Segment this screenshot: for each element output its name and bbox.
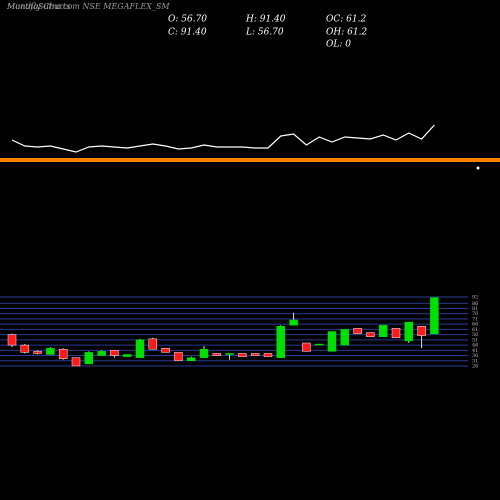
y-tick-label: 71 xyxy=(472,316,478,322)
y-tick-label: 92 xyxy=(472,295,478,301)
candle-body xyxy=(212,353,222,356)
volume-line xyxy=(11,124,435,153)
candle-body xyxy=(302,342,311,352)
candle-body xyxy=(353,328,362,334)
candle-body xyxy=(417,326,426,336)
candle-body xyxy=(174,352,183,362)
candle-body xyxy=(110,350,119,356)
candle-body xyxy=(366,332,375,337)
candle-body xyxy=(20,344,30,353)
y-tick-label: 51 xyxy=(472,337,478,343)
candle-body xyxy=(430,297,439,335)
candle-body xyxy=(391,328,401,339)
y-tick-label: 66 xyxy=(472,322,478,328)
candle-body xyxy=(7,334,17,346)
candle-body xyxy=(225,353,234,355)
candle-body xyxy=(33,351,42,354)
y-tick-label: 46 xyxy=(472,343,478,349)
y-tick-label: 81 xyxy=(472,306,478,312)
candle-body xyxy=(161,347,170,353)
candle-body xyxy=(148,338,158,350)
candle-body xyxy=(314,343,324,346)
ohlc-label: OL: 0 xyxy=(326,40,351,50)
candle-body xyxy=(135,339,145,358)
ohlc-label: OC: 61.2 xyxy=(326,15,366,25)
ohlc-label: OH: 61.2 xyxy=(326,28,367,38)
candle-body xyxy=(46,347,55,355)
candle-body xyxy=(199,349,209,358)
candle-body xyxy=(97,351,106,356)
y-tick-label: 36 xyxy=(472,353,478,359)
chart-title: MunafaSutra.com NSE MEGAFLEX_SM xyxy=(6,2,170,11)
marker-dot xyxy=(476,166,480,170)
candle-body xyxy=(263,353,273,357)
candle-body xyxy=(340,329,350,346)
ohlc-label: L: 56.70 xyxy=(245,28,284,38)
candle-body xyxy=(289,319,298,326)
candle-body xyxy=(250,353,260,356)
y-tick-label: 26 xyxy=(472,364,478,370)
candle-body xyxy=(238,353,247,357)
y-tick-label: 31 xyxy=(472,358,478,364)
candle-body xyxy=(378,324,388,337)
ohlc-label: O: 56.70 xyxy=(168,15,207,25)
y-tick-label: 56 xyxy=(472,332,478,338)
chart-subtitle: Monthly Charts xyxy=(6,2,70,11)
candle-body xyxy=(186,357,196,362)
candle-body xyxy=(58,349,68,359)
candle-body xyxy=(84,352,94,365)
candle-body xyxy=(71,357,81,367)
candle-body xyxy=(404,321,414,342)
ohlc-label: H: 91.40 xyxy=(245,15,286,25)
y-tick-label: 61 xyxy=(472,327,478,333)
ohlc-label: C: 91.40 xyxy=(168,28,207,38)
y-tick-label: 76 xyxy=(472,311,478,317)
candle-body xyxy=(122,354,132,357)
candle-body xyxy=(276,326,286,358)
candle-body xyxy=(327,331,337,352)
y-tick-label: 86 xyxy=(472,301,478,307)
y-tick-label: 41 xyxy=(472,348,478,354)
